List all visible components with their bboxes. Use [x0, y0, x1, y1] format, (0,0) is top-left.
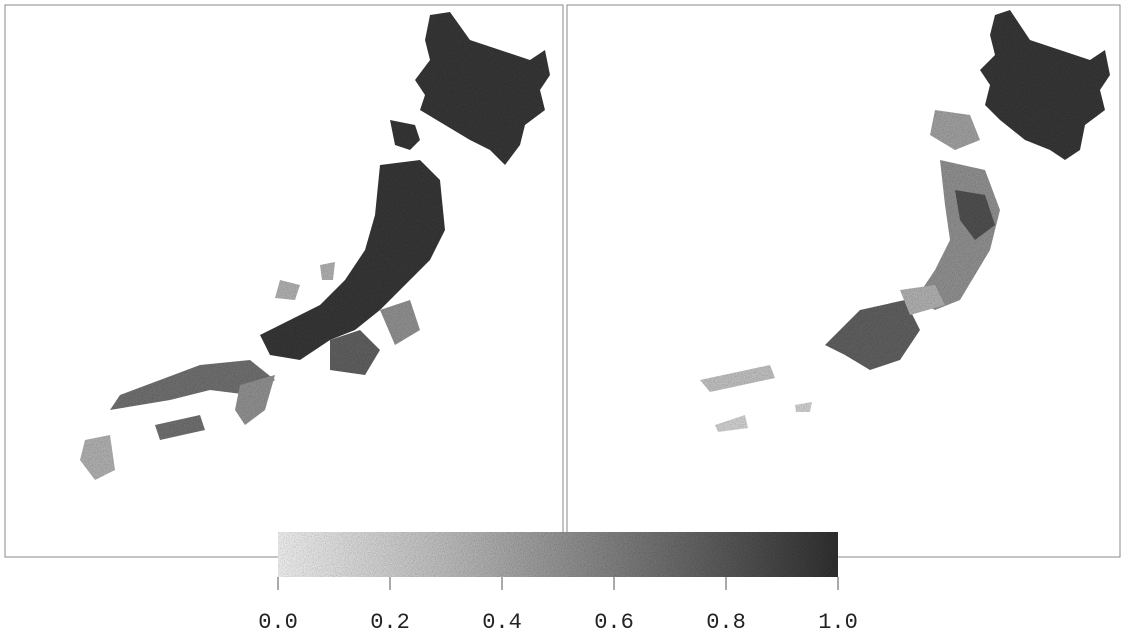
right-map — [700, 10, 1110, 432]
tick-label: 0.6 — [594, 610, 634, 635]
tick-label: 0.0 — [258, 610, 298, 635]
tick-label: 0.4 — [482, 610, 522, 635]
colorbar-scale — [278, 532, 838, 577]
tick-label: 1.0 — [818, 610, 858, 635]
tick-label: 0.8 — [706, 610, 746, 635]
left-map — [80, 12, 550, 480]
tick-label: 0.2 — [370, 610, 410, 635]
colorbar: 0.0 0.2 0.4 0.6 0.8 1.0 — [258, 532, 858, 635]
